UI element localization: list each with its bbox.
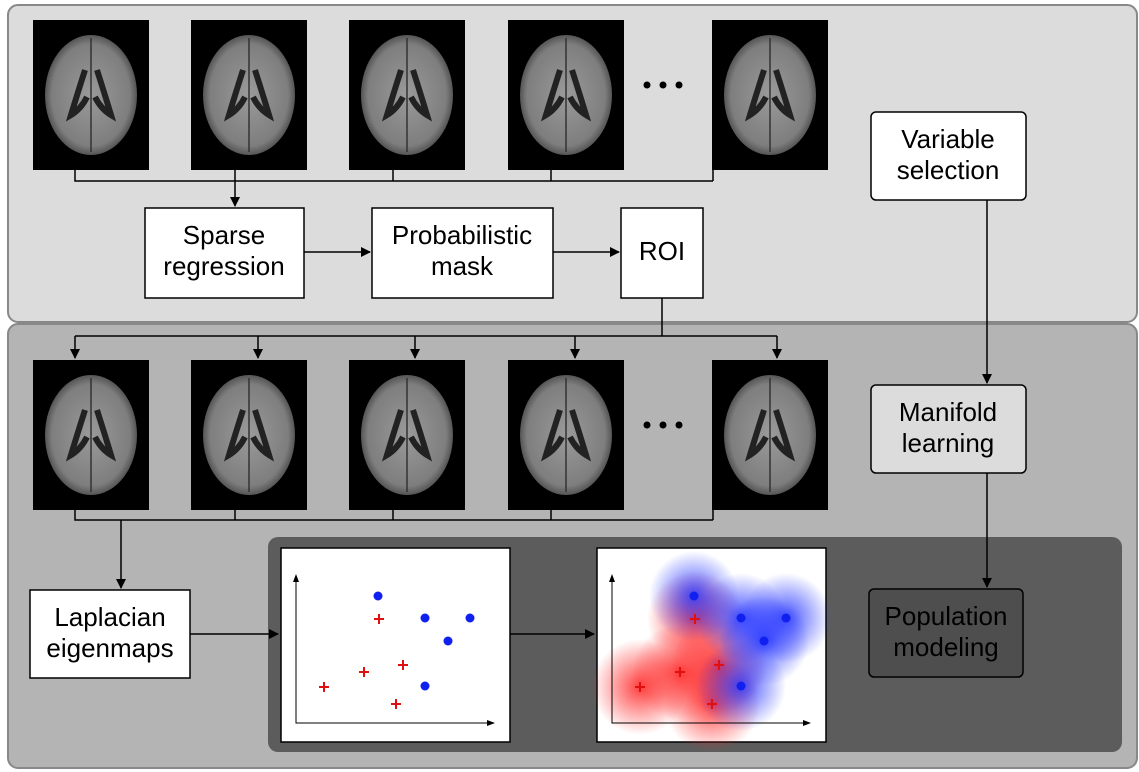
node-label: mask	[431, 251, 494, 281]
scatter-plot	[592, 548, 831, 752]
brain-image	[712, 20, 828, 170]
scatter-plot	[281, 548, 510, 742]
blue-point	[760, 637, 769, 646]
plot-bg	[281, 548, 510, 742]
brain-image	[191, 360, 307, 510]
page: Sparse regression Probabilistic mask ROI…	[0, 0, 1139, 772]
node-label: learning	[902, 428, 995, 458]
brain-image	[508, 360, 624, 510]
brain-image	[33, 20, 149, 170]
node-label: Sparse	[183, 220, 265, 250]
node-label: eigenmaps	[46, 633, 173, 663]
blue-point	[690, 592, 699, 601]
brain-image	[349, 20, 465, 170]
brain-image	[712, 360, 828, 510]
blue-point	[421, 614, 430, 623]
brain-image	[33, 360, 149, 510]
node-label: Population	[885, 601, 1008, 631]
node-label: Probabilistic	[392, 220, 532, 250]
node-label: Variable	[901, 124, 994, 154]
blue-point	[421, 682, 430, 691]
node-label: regression	[163, 251, 284, 281]
node-label: selection	[897, 155, 1000, 185]
diagram: Sparse regression Probabilistic mask ROI…	[0, 0, 1139, 772]
node-label: Manifold	[899, 397, 997, 427]
blue-point	[444, 637, 453, 646]
node-label: modeling	[893, 632, 999, 662]
blue-point	[466, 614, 475, 623]
brain-image	[349, 360, 465, 510]
blue-point	[737, 682, 746, 691]
node-label: Laplacian	[54, 602, 165, 632]
blue-point	[374, 592, 383, 601]
brain-image	[508, 20, 624, 170]
blue-point	[737, 614, 746, 623]
blue-point	[782, 614, 791, 623]
node-label: ROI	[639, 236, 685, 266]
brain-image	[191, 20, 307, 170]
